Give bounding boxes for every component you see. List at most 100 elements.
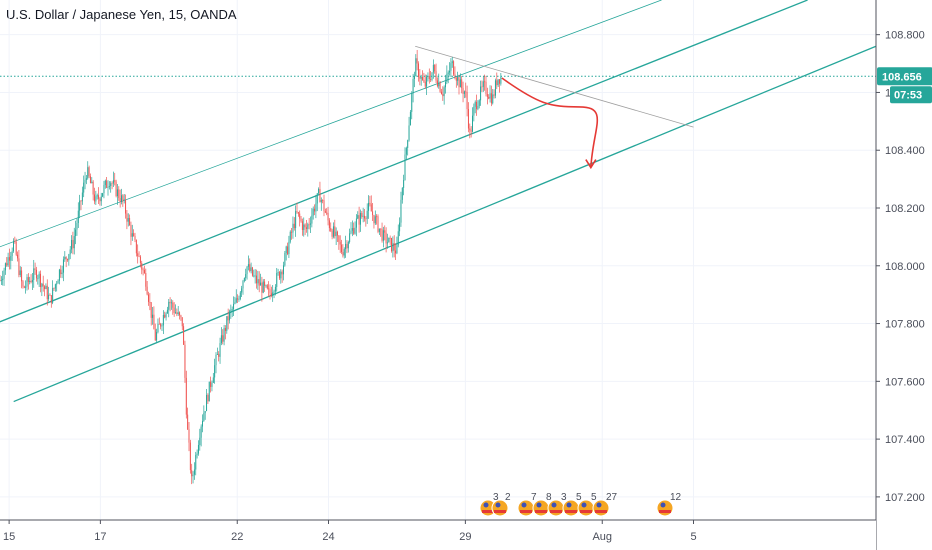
candle-body <box>386 242 388 244</box>
channel-upper[interactable] <box>0 0 662 248</box>
event-marker[interactable]: 5 <box>577 492 597 517</box>
candle-body <box>89 176 91 184</box>
candle-body <box>58 269 60 281</box>
candles <box>0 50 502 485</box>
candle-body <box>314 208 316 212</box>
candle-body <box>98 195 100 199</box>
candle-body <box>148 294 149 302</box>
candle-body <box>330 228 332 231</box>
candle-body <box>416 58 418 64</box>
candle-body <box>328 220 330 229</box>
candle-body <box>374 216 376 224</box>
event-count: 3 <box>561 492 567 503</box>
candle-body <box>395 250 397 254</box>
candle-body <box>160 323 162 327</box>
channel-lower[interactable] <box>13 45 877 403</box>
candle-body <box>443 87 445 97</box>
candle-body <box>261 282 263 293</box>
candle-body <box>346 243 348 249</box>
candle-body <box>99 198 101 202</box>
candle-body <box>83 182 85 193</box>
candle-body <box>281 271 283 275</box>
candle-body <box>44 286 46 289</box>
candle-body <box>126 213 128 222</box>
time-tick-label: 29 <box>459 531 471 543</box>
candle-body <box>127 218 129 222</box>
candle-body <box>392 243 394 252</box>
candle-body <box>184 344 186 378</box>
event-marker[interactable]: 12 <box>656 492 682 517</box>
candle-body <box>138 256 140 257</box>
candle-body <box>76 223 78 230</box>
candle-body <box>25 286 27 288</box>
candle-body <box>438 82 440 87</box>
event-marker[interactable]: 3 <box>479 492 499 517</box>
candle-body <box>49 294 51 296</box>
candle-body <box>470 130 472 132</box>
candle-body <box>156 332 158 341</box>
candle-body <box>477 105 479 110</box>
candle-body <box>204 411 206 414</box>
candle-body <box>214 365 216 378</box>
candle-body <box>493 94 495 96</box>
candle-body <box>8 257 10 261</box>
event-marker[interactable]: 3 <box>547 492 567 517</box>
candle-body <box>362 215 364 217</box>
candle-body <box>216 354 218 355</box>
candle-body <box>230 309 232 312</box>
candle-body <box>233 303 235 310</box>
candle-body <box>38 273 40 279</box>
candle-body <box>134 235 136 240</box>
flag-stripe <box>565 510 577 513</box>
candle-body <box>191 470 193 477</box>
time-axis[interactable] <box>0 520 876 550</box>
candle-body <box>80 200 82 202</box>
candle-body <box>45 285 47 289</box>
candle-body <box>154 329 156 341</box>
candle-body <box>4 263 6 271</box>
candle-body <box>146 286 148 295</box>
candle-body <box>142 269 144 271</box>
candle-body <box>274 286 276 292</box>
event-marker[interactable]: 5 <box>562 492 582 517</box>
candle-body <box>389 237 391 239</box>
candle-body <box>296 211 298 213</box>
candle-body <box>354 227 356 234</box>
candle-body <box>364 215 365 219</box>
resistance-line[interactable] <box>415 45 694 128</box>
candle-body <box>316 193 318 204</box>
flag-canton <box>566 502 572 508</box>
candle-body <box>121 195 122 202</box>
candle-body <box>440 91 442 95</box>
event-marker[interactable]: 2 <box>491 492 511 517</box>
candle-body <box>258 279 260 286</box>
candle-body <box>116 189 118 197</box>
candle-body <box>199 437 201 446</box>
candle-body <box>226 316 228 331</box>
candle-body <box>112 180 114 184</box>
forecast-arrow[interactable] <box>501 77 599 168</box>
candle-body <box>413 76 415 79</box>
candle-body <box>308 224 310 226</box>
candle-body <box>489 93 491 99</box>
candle-body <box>411 93 413 112</box>
flag-stripe <box>520 510 532 513</box>
event-marker[interactable]: 27 <box>592 492 618 517</box>
candle-body <box>131 233 133 237</box>
candle-body <box>0 280 1 282</box>
candle-body <box>3 270 5 279</box>
candle-body <box>307 224 309 229</box>
candle-body <box>106 180 108 188</box>
candle-body <box>177 312 179 315</box>
candle-body <box>391 237 392 252</box>
candle-body <box>188 429 190 443</box>
candle-body <box>376 216 378 218</box>
time-tick-label: 15 <box>3 531 15 543</box>
candle-body <box>431 72 433 80</box>
candle-body <box>18 258 20 276</box>
event-count: 8 <box>546 492 552 503</box>
candle-body <box>223 328 225 342</box>
channel-mid[interactable] <box>0 0 808 324</box>
candle-body <box>67 259 68 261</box>
